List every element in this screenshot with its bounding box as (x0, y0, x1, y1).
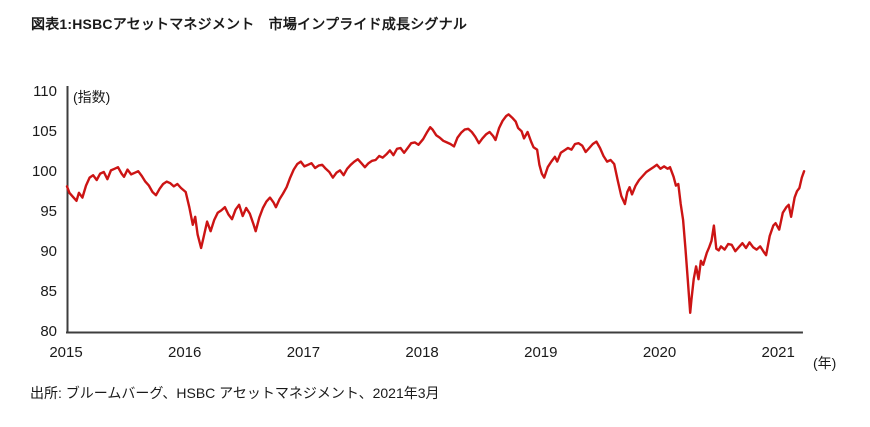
signal-line-series (65, 113, 806, 314)
source-note: 出所: ブルームバーグ、HSBC アセットマネジメント、2021年3月 (30, 385, 440, 401)
y-tick-label: 80 (40, 323, 57, 340)
y-tick-label: 85 (40, 283, 57, 300)
y-tick-label: 95 (40, 203, 57, 220)
x-tick-label: 2018 (405, 344, 439, 361)
x-tick-label: 2017 (286, 344, 321, 361)
x-tick-label: 2019 (524, 344, 558, 361)
x-tick-label: 2020 (642, 344, 677, 361)
x-axis-unit-label: (年) (813, 355, 837, 371)
x-tick-label: 2015 (49, 344, 83, 361)
x-tick-label: 2021 (761, 344, 795, 361)
y-tick-label: 90 (40, 243, 57, 260)
chart-title: 図表1:HSBCアセットマネジメント 市場インプライド成長シグナル (31, 16, 468, 32)
y-tick-label: 105 (31, 123, 57, 140)
y-tick-label: 110 (33, 83, 57, 100)
y-axis-unit-label: (指数) (73, 89, 111, 105)
y-tick-label: 100 (31, 163, 57, 180)
x-tick-label: 2016 (168, 344, 202, 361)
